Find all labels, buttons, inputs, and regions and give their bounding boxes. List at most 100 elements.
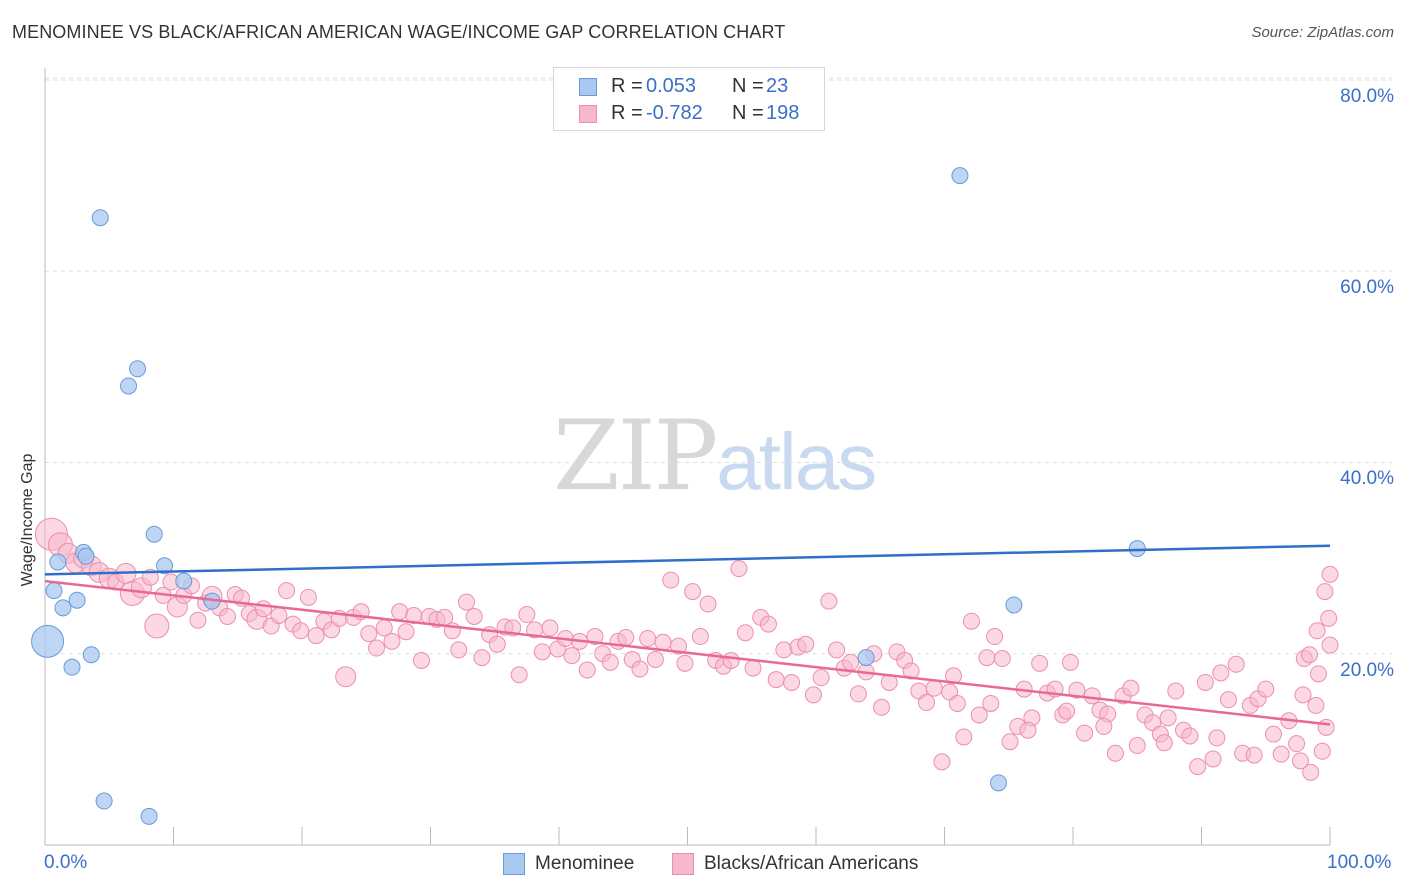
black-point-120 bbox=[948, 694, 966, 712]
black-point-54 bbox=[450, 641, 468, 659]
y-tick-label-40: 40.0% bbox=[1340, 468, 1394, 489]
black-point-156 bbox=[1219, 691, 1237, 709]
y-tick-label-60: 60.0% bbox=[1340, 277, 1394, 298]
legend-swatch-blue bbox=[579, 78, 597, 96]
black-point-59 bbox=[488, 635, 506, 653]
black-point-35 bbox=[307, 627, 325, 645]
menominee-point-18 bbox=[951, 167, 969, 185]
black-point-49 bbox=[413, 651, 431, 669]
black-point-184 bbox=[1321, 565, 1339, 583]
menominee-point-11 bbox=[129, 360, 147, 378]
black-point-63 bbox=[518, 606, 536, 624]
black-point-149 bbox=[1167, 682, 1185, 700]
black-point-162 bbox=[1264, 725, 1282, 743]
menominee-point-7 bbox=[82, 646, 100, 664]
black-point-100 bbox=[797, 635, 815, 653]
black-point-161 bbox=[1257, 680, 1275, 698]
black-point-30 bbox=[270, 607, 288, 624]
black-point-101 bbox=[804, 686, 822, 704]
black-point-138 bbox=[1083, 687, 1101, 705]
black-point-187 bbox=[1321, 636, 1339, 654]
black-point-153 bbox=[1196, 673, 1214, 691]
black-point-34 bbox=[299, 588, 317, 606]
black-point-116 bbox=[918, 694, 936, 712]
black-point-172 bbox=[1019, 721, 1037, 739]
black-point-19 bbox=[189, 611, 207, 629]
chart-title: MENOMINEE VS BLACK/AFRICAN AMERICAN WAGE… bbox=[12, 22, 786, 42]
black-point-45 bbox=[383, 632, 401, 650]
black-point-179 bbox=[1313, 742, 1331, 760]
black-point-124 bbox=[978, 649, 996, 667]
black-point-93 bbox=[744, 659, 762, 677]
black-point-151 bbox=[1181, 727, 1199, 745]
black-point-135 bbox=[1061, 653, 1079, 671]
black-point-177 bbox=[1245, 746, 1263, 764]
bottom-legend-swatch-pink bbox=[672, 853, 694, 875]
black-point-96 bbox=[767, 671, 785, 689]
black-point-66 bbox=[541, 619, 559, 637]
black-point-33 bbox=[292, 622, 310, 640]
legend-n-value: 23 bbox=[766, 75, 789, 97]
menominee-point-22 bbox=[77, 547, 95, 565]
black-point-23 bbox=[218, 607, 236, 625]
black-point-152 bbox=[1189, 758, 1207, 776]
black-point-154 bbox=[1204, 750, 1222, 768]
black-point-47 bbox=[397, 623, 415, 641]
black-point-186 bbox=[1320, 609, 1338, 627]
black-point-91 bbox=[730, 560, 748, 578]
x-tick-label-100: 100.0% bbox=[1327, 852, 1392, 873]
menominee-point-2 bbox=[49, 553, 67, 571]
menominee-point-15 bbox=[175, 572, 193, 590]
black-point-82 bbox=[662, 571, 680, 589]
black-point-84 bbox=[676, 654, 694, 672]
black-point-46 bbox=[391, 603, 409, 621]
legend-n-label: N = bbox=[732, 102, 764, 124]
black-point-43 bbox=[368, 639, 386, 657]
menominee-point-14 bbox=[156, 557, 174, 575]
black-point-92 bbox=[736, 624, 754, 642]
black-point-183 bbox=[1316, 583, 1334, 601]
bottom-legend-label: Menominee bbox=[535, 853, 635, 874]
menominee-point-0 bbox=[31, 624, 65, 658]
black-point-62 bbox=[510, 666, 528, 684]
black-point-42 bbox=[360, 625, 378, 643]
black-point-175 bbox=[1155, 734, 1173, 752]
black-point-69 bbox=[563, 647, 581, 665]
black-point-72 bbox=[586, 628, 604, 646]
legend-swatch-pink bbox=[579, 105, 597, 123]
black-point-28 bbox=[254, 600, 272, 618]
black-point-173 bbox=[1058, 702, 1076, 720]
menominee-point-9 bbox=[95, 792, 113, 810]
black-point-85 bbox=[684, 583, 702, 601]
black-point-80 bbox=[646, 650, 664, 668]
black-point-86 bbox=[691, 628, 709, 646]
black-point-125 bbox=[986, 628, 1004, 646]
source-credit: Source: ZipAtlas.com bbox=[1251, 24, 1394, 41]
black-point-122 bbox=[962, 612, 980, 630]
legend-r-label: R = bbox=[611, 75, 643, 97]
black-point-181 bbox=[1300, 646, 1318, 664]
menominee-point-3 bbox=[54, 599, 72, 617]
stats-legend: R = 0.053 N = 23 R = -0.782 N = 198 bbox=[553, 67, 825, 131]
bottom-legend-label: Blacks/African Americans bbox=[704, 853, 919, 874]
black-point-79 bbox=[639, 629, 657, 647]
legend-n-label: N = bbox=[732, 75, 764, 97]
black-point-178 bbox=[1291, 752, 1309, 770]
black-point-121 bbox=[955, 728, 973, 746]
y-tick-label-80: 80.0% bbox=[1340, 86, 1394, 107]
black-point-118 bbox=[933, 753, 951, 771]
black-point-104 bbox=[828, 641, 846, 659]
menominee-point-1 bbox=[45, 582, 63, 600]
black-point-107 bbox=[849, 685, 867, 703]
menominee-point-13 bbox=[145, 525, 163, 543]
black-point-166 bbox=[1294, 686, 1312, 704]
black-point-136 bbox=[1068, 681, 1086, 699]
black-trend-line bbox=[44, 579, 1331, 726]
menominee-point-21 bbox=[1128, 540, 1146, 558]
legend-r-value: 0.053 bbox=[646, 75, 697, 97]
black-point-90 bbox=[722, 651, 740, 669]
black-point-74 bbox=[601, 653, 619, 671]
bottom-legend-swatch-blue bbox=[503, 853, 525, 875]
black-point-55 bbox=[457, 593, 475, 611]
